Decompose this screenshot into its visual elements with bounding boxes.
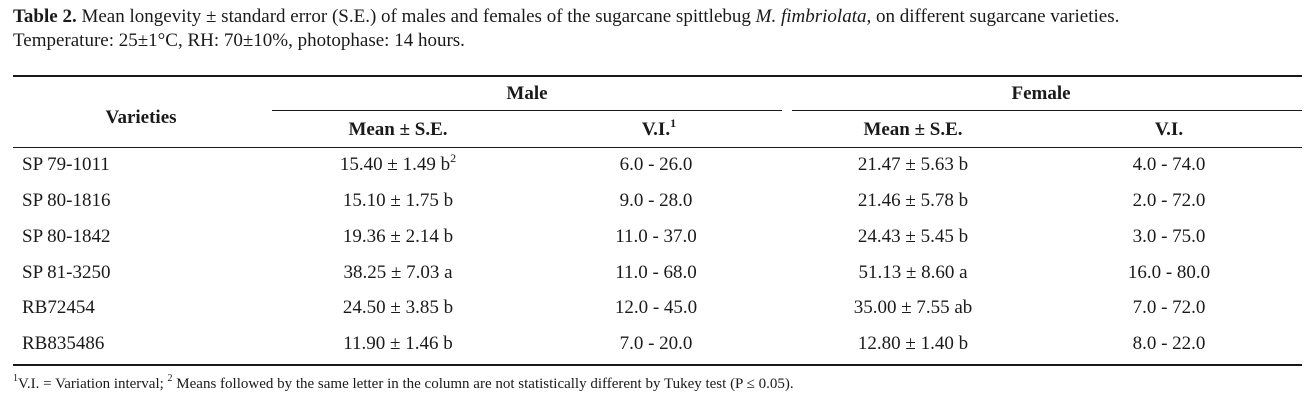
cell-female-vi: 8.0 - 22.0 xyxy=(1132,333,1206,354)
table-label: Table 2. xyxy=(13,6,77,27)
header-vi-footnote-mark: 1 xyxy=(670,115,677,130)
species-name: M. fimbriolata xyxy=(755,6,867,27)
header-male: Male xyxy=(506,83,548,104)
cell-male-mean: 11.90 ± 1.46 b xyxy=(343,333,453,354)
cell-female-mean: 12.80 ± 1.40 b xyxy=(857,333,969,354)
cell-female-vi: 2.0 - 72.0 xyxy=(1132,190,1206,211)
footnote-text-2: Means followed by the same letter in the… xyxy=(172,376,794,392)
cell-female-mean: 35.00 ± 7.55 ab xyxy=(853,297,973,318)
cell-male-mean: 19.36 ± 2.14 b xyxy=(342,226,454,247)
cell-variety: SP 80-1842 xyxy=(22,226,111,247)
header-female-mean: Mean ± S.E. xyxy=(863,119,963,140)
table-caption: Table 2. Mean longevity ± standard error… xyxy=(13,5,1308,53)
cell-variety: SP 79-1011 xyxy=(22,154,110,175)
footnote-text-1: V.I. = Variation interval; xyxy=(18,376,168,392)
cell-male-vi: 11.0 - 37.0 xyxy=(615,226,697,247)
cell-female-mean: 21.46 ± 5.78 b xyxy=(857,190,969,211)
female-group-rule xyxy=(792,110,1302,111)
header-male-vi: V.I.1 xyxy=(641,115,677,140)
cell-female-mean: 24.43 ± 5.45 b xyxy=(857,226,969,247)
cell-variety: SP 81-3250 xyxy=(22,262,111,283)
cell-male-vi: 9.0 - 28.0 xyxy=(619,190,693,211)
cell-variety: SP 80-1816 xyxy=(22,190,111,211)
header-male-mean: Mean ± S.E. xyxy=(348,119,448,140)
cell-female-vi: 7.0 - 72.0 xyxy=(1132,297,1206,318)
male-group-rule xyxy=(272,110,782,111)
cell-male-vi: 6.0 - 26.0 xyxy=(619,154,693,175)
footnote-mark-1: 1 xyxy=(13,373,18,384)
cell-male-mean: 15.10 ± 1.75 b xyxy=(342,190,454,211)
caption-conditions: Temperature: 25±1°C, RH: 70±10%, photoph… xyxy=(13,30,465,51)
cell-variety: RB835486 xyxy=(22,333,105,354)
cell-variety: RB72454 xyxy=(22,297,95,318)
cell-male-mean: 38.25 ± 7.03 a xyxy=(343,262,453,283)
cell-male-vi: 11.0 - 68.0 xyxy=(615,262,697,283)
cell-male-mean: 24.50 ± 3.85 b xyxy=(342,297,454,318)
header-bottom-rule xyxy=(13,147,1302,148)
table-bottom-rule xyxy=(13,364,1302,366)
cell-female-vi: 4.0 - 74.0 xyxy=(1132,154,1206,175)
cell-female-vi: 3.0 - 75.0 xyxy=(1132,226,1206,247)
caption-text: Mean longevity ± standard error (S.E.) o… xyxy=(76,6,756,27)
cell-female-mean: 51.13 ± 8.60 a xyxy=(858,262,968,283)
cell-female-mean: 21.47 ± 5.63 b xyxy=(857,154,969,175)
table-footnote: 1V.I. = Variation interval; 2 Means foll… xyxy=(13,374,794,394)
cell-male-mean: 15.40 ± 1.49 b2 xyxy=(339,150,457,175)
header-female-vi: V.I. xyxy=(1154,119,1184,140)
caption-text-end: , on different sugarcane varieties. xyxy=(866,6,1120,27)
cell-male-vi: 12.0 - 45.0 xyxy=(614,297,698,318)
table-top-rule xyxy=(13,75,1302,77)
header-female: Female xyxy=(1011,83,1071,104)
footnote-mark-2: 2 xyxy=(167,373,173,384)
cell-footnote-mark: 2 xyxy=(450,150,457,165)
header-varieties: Varieties xyxy=(105,107,177,128)
cell-male-vi: 7.0 - 20.0 xyxy=(619,333,693,354)
cell-female-vi: 16.0 - 80.0 xyxy=(1127,262,1211,283)
